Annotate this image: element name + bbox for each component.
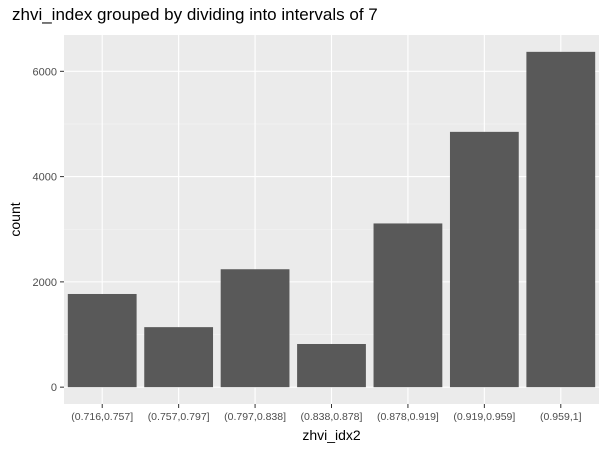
chart-title: zhvi_index grouped by dividing into inte…	[12, 5, 378, 24]
y-axis-title: count	[7, 202, 23, 236]
x-tick-label: (0.716,0.757]	[71, 411, 133, 423]
bar	[373, 223, 443, 388]
x-axis-title: zhvi_idx2	[302, 427, 361, 443]
bar	[220, 269, 290, 388]
bar	[67, 293, 137, 388]
y-tick-label: 4000	[33, 172, 57, 184]
x-tick-label: (0.797,0.838]	[224, 411, 286, 423]
bar	[449, 131, 519, 388]
x-tick-label: (0.959,1]	[540, 411, 582, 423]
y-tick-label: 0	[51, 382, 57, 394]
y-tick-label: 6000	[33, 66, 57, 78]
x-tick-label: (0.919,0.959]	[453, 411, 515, 423]
y-tick-label: 2000	[33, 277, 57, 289]
bar	[526, 51, 596, 388]
x-tick-label: (0.757,0.797]	[148, 411, 210, 423]
bar	[144, 327, 214, 388]
bar	[297, 343, 366, 388]
x-tick-label: (0.878,0.919]	[377, 411, 439, 423]
x-tick-label: (0.838,0.878]	[301, 411, 363, 423]
